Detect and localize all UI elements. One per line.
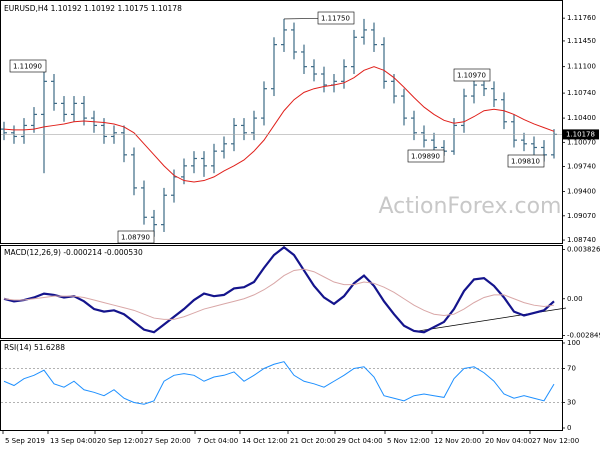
x-tick-label: 14 Oct 12:00 xyxy=(242,437,288,445)
x-tick-label: 20 Nov 04:00 xyxy=(485,437,532,445)
y-tick-label: 1.10400 xyxy=(567,114,596,122)
rsi-title: RSI(14) 51.6288 xyxy=(4,343,65,352)
x-tick-label: 29 Oct 04:00 xyxy=(337,437,383,445)
annotation-box xyxy=(407,149,445,163)
last-price-label: 1.10178 xyxy=(566,130,595,138)
x-tick-label: 7 Oct 04:00 xyxy=(197,437,238,445)
macd-panel-frame xyxy=(0,245,563,339)
y-tick-label: 30 xyxy=(567,399,576,407)
y-tick-label: 1.09070 xyxy=(567,212,596,220)
y-tick-label: 1.10740 xyxy=(567,89,596,97)
y-tick-label: 1.08740 xyxy=(567,236,596,244)
y-tick-label: 0.00 xyxy=(567,295,583,303)
annotation-box xyxy=(117,230,155,244)
annotation: 1.11750 xyxy=(321,15,350,23)
price-panel-frame xyxy=(0,0,563,244)
x-tick-label: 12 Nov 20:00 xyxy=(434,437,481,445)
macd-title: MACD(12,26,9) -0.000214 -0.000530 xyxy=(4,248,143,257)
y-tick-label: -0.002849 xyxy=(567,331,600,339)
annotation: 1.09890 xyxy=(411,153,440,161)
x-tick-label: 21 Oct 20:00 xyxy=(290,437,336,445)
annotation: 1.11090 xyxy=(13,63,42,71)
annotation-box xyxy=(9,59,47,73)
x-tick-label: 5 Sep 2019 xyxy=(5,437,45,445)
price-title: EURUSD,H4 1.10192 1.10192 1.10175 1.1017… xyxy=(4,4,182,13)
annotation: 1.08790 xyxy=(121,234,150,242)
annotation-box xyxy=(453,68,491,82)
y-tick-label: 1.11100 xyxy=(567,63,596,71)
annotation: 1.09810 xyxy=(511,158,540,166)
x-tick-label: 5 Nov 12:00 xyxy=(387,437,430,445)
x-tick-label: 20 Sep 12:00 xyxy=(97,437,144,445)
y-tick-label: 1.10070 xyxy=(567,138,596,146)
y-tick-label: 1.09740 xyxy=(567,163,596,171)
annotation: 1.10970 xyxy=(457,72,486,80)
indicator-line xyxy=(3,66,555,183)
annotation-box xyxy=(317,11,355,25)
y-tick-label: 1.11760 xyxy=(567,14,596,22)
y-tick-label: 0.003826 xyxy=(567,246,600,254)
indicator-line xyxy=(3,268,555,320)
y-tick-label: 1.09400 xyxy=(567,188,596,196)
rsi-panel-frame xyxy=(0,340,563,431)
y-tick-label: 100 xyxy=(567,339,580,347)
annotation-box xyxy=(507,154,545,168)
x-tick-label: 27 Nov 12:00 xyxy=(532,437,579,445)
watermark: ActionForex.com xyxy=(379,194,562,219)
y-tick-label: 70 xyxy=(567,365,576,373)
indicator-line xyxy=(3,361,555,405)
y-tick-label: 1.11450 xyxy=(567,37,596,45)
y-tick-label: 0 xyxy=(567,424,571,432)
indicator-line xyxy=(3,245,555,334)
x-tick-label: 13 Sep 04:00 xyxy=(50,437,97,445)
x-tick-label: 27 Sep 20:00 xyxy=(144,437,191,445)
last-price-box xyxy=(563,129,599,140)
